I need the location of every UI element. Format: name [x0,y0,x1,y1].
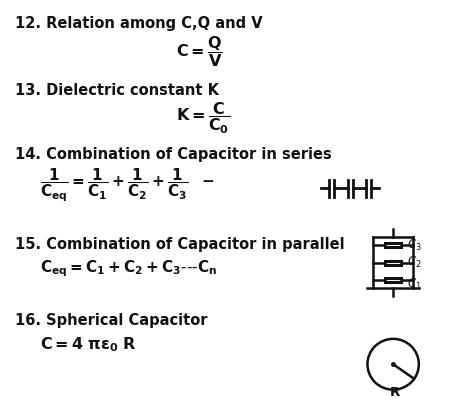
Text: $\mathbf{C_{eq} = C_1 + C_2 + C_3 \text{---} C_n}$: $\mathbf{C_{eq} = C_1 + C_2 + C_3 \text{… [40,259,218,279]
Text: 12. Relation among C,Q and V: 12. Relation among C,Q and V [15,17,262,32]
Text: 16. Spherical Capacitor: 16. Spherical Capacitor [15,314,207,328]
Text: $C_3$: $C_3$ [407,238,422,252]
Text: 14. Combination of Capacitor in series: 14. Combination of Capacitor in series [15,147,331,162]
Text: 15. Combination of Capacitor in parallel: 15. Combination of Capacitor in parallel [15,237,344,252]
Text: 13. Dielectric constant K: 13. Dielectric constant K [15,83,219,98]
Text: $\mathbf{\dfrac{1}{C_{eq}} = \dfrac{1}{C_1} + \dfrac{1}{C_2} + \dfrac{1}{C_3} \ : $\mathbf{\dfrac{1}{C_{eq}} = \dfrac{1}{C… [40,167,215,204]
Text: $\mathbf{K = \dfrac{C}{C_0}}$: $\mathbf{K = \dfrac{C}{C_0}}$ [176,101,230,136]
Text: R: R [390,386,400,399]
Text: $\mathbf{C = 4\ \pi\epsilon_0\ R}$: $\mathbf{C = 4\ \pi\epsilon_0\ R}$ [40,335,137,354]
Text: $C_2$: $C_2$ [407,255,422,270]
Text: $C_1$: $C_1$ [407,277,422,292]
Text: $\mathbf{C = \dfrac{Q}{V}}$: $\mathbf{C = \dfrac{Q}{V}}$ [176,34,223,69]
